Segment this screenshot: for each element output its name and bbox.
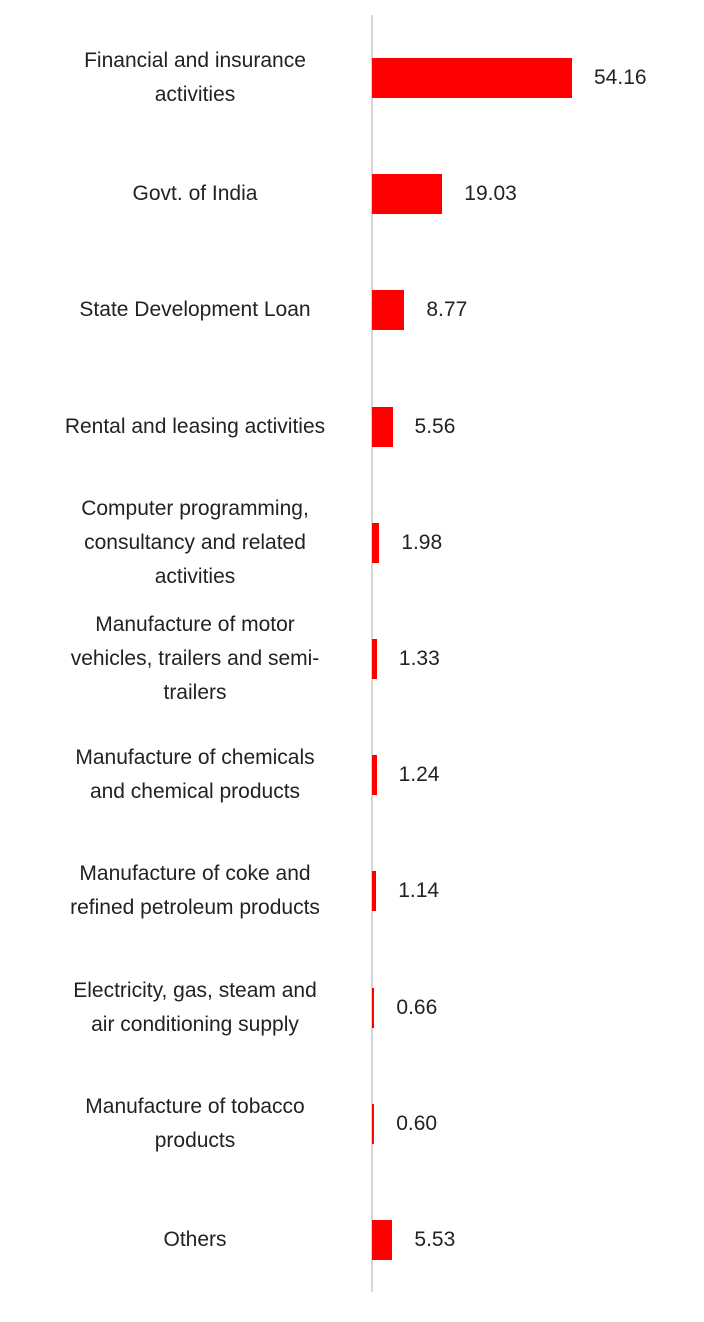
value-label: 54.16 (594, 66, 647, 89)
value-label: 5.56 (414, 414, 456, 438)
value-label: 5.53 (414, 1228, 456, 1251)
bar (372, 871, 377, 912)
category-label: Govt. of India (132, 182, 258, 206)
bar (372, 174, 443, 215)
value-label: 1.98 (401, 530, 443, 554)
category-label: State Development Loan (79, 298, 311, 322)
value-label: 1.33 (398, 647, 440, 670)
category-label: Rental and leasing activities (64, 414, 326, 438)
value-label: 0.66 (396, 995, 438, 1019)
category-label: Manufacture of chemicals and chemical pr… (75, 746, 315, 804)
category-label: Manufacture of motor vehicles, trailers … (70, 613, 320, 704)
value-label: 8.77 (426, 298, 468, 322)
bar (372, 406, 393, 447)
bar (372, 987, 375, 1028)
bar (372, 1220, 393, 1260)
category-label: Computer programming, consultancy and re… (81, 496, 309, 588)
category-label: Manufacture of tobacco products (85, 1094, 305, 1152)
bar (372, 290, 405, 331)
category-label: Financial and insurance activities (84, 49, 306, 106)
value-label: 1.14 (398, 879, 440, 903)
bar (372, 639, 377, 679)
category-label: Others (163, 1228, 227, 1251)
bar (372, 58, 572, 98)
category-label: Electricity, gas, steam and air conditio… (73, 978, 317, 1036)
value-label: 19.03 (464, 182, 517, 206)
value-label: 1.24 (398, 763, 440, 787)
category-label: Manufacture of coke and refined petroleu… (70, 862, 320, 920)
bar (372, 755, 377, 796)
bar (372, 1103, 375, 1144)
value-label: 0.60 (396, 1111, 438, 1135)
bar (372, 522, 380, 563)
